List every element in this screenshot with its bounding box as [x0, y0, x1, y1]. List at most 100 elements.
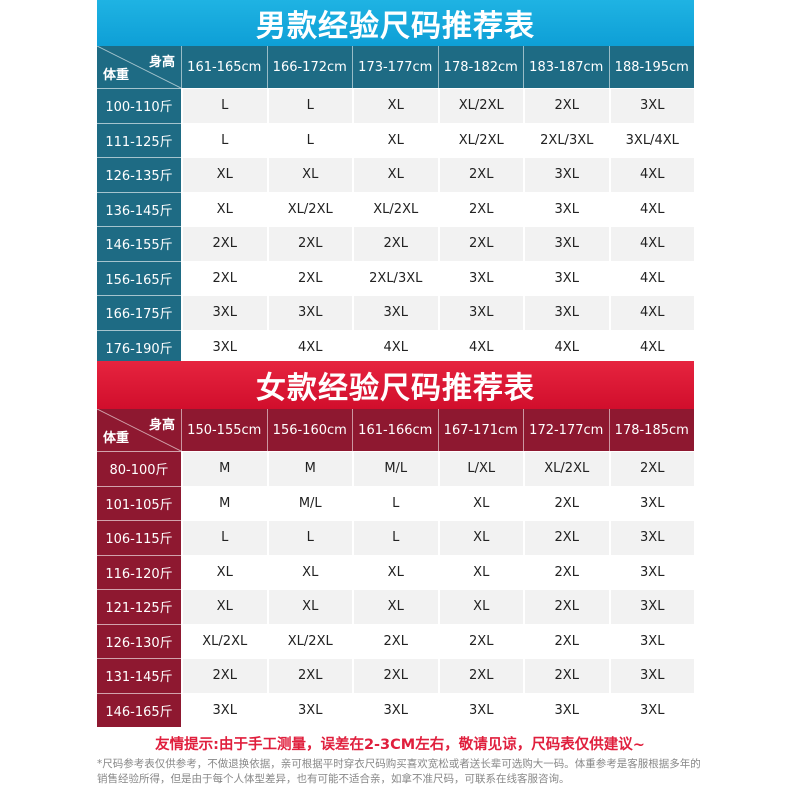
- table-row: 106-115斤 L L L XL 2XL 3XL: [97, 520, 694, 555]
- height-column-header: 172-177cm: [523, 409, 609, 451]
- weight-row-header: 100-110斤: [97, 88, 181, 123]
- table-row: 156-165斤 2XL 2XL 2XL/3XL 3XL 3XL 4XL: [97, 260, 694, 295]
- size-cell: XL: [181, 191, 267, 226]
- size-cell: 2XL/3XL: [352, 260, 438, 295]
- size-cell: 3XL: [608, 589, 694, 624]
- size-cell: 4XL: [608, 191, 694, 226]
- size-cell: 3XL: [352, 295, 438, 330]
- size-cell: 4XL: [608, 226, 694, 261]
- height-column-header: 167-171cm: [437, 409, 523, 451]
- table-row: 101-105斤 M M/L L XL 2XL 3XL: [97, 485, 694, 520]
- size-cell: 2XL: [523, 520, 609, 555]
- weight-row-header: 146-155斤: [97, 226, 181, 261]
- size-cell: 3XL: [266, 692, 352, 727]
- men-corner-header: 身高 体重: [97, 46, 181, 88]
- size-cell: 3XL: [523, 226, 609, 261]
- size-cell: 2XL: [523, 88, 609, 123]
- women-size-chart-title: 女款经验尺码推荐表: [97, 361, 694, 409]
- size-cell: 3XL: [523, 191, 609, 226]
- size-cell: L: [181, 88, 267, 123]
- size-cell: 3XL: [437, 692, 523, 727]
- size-cell: XL: [266, 589, 352, 624]
- size-cell: 2XL: [352, 226, 438, 261]
- women-header-row: 身高 体重 150-155cm 156-160cm 161-166cm 167-171…: [97, 409, 694, 451]
- size-cell: XL: [437, 520, 523, 555]
- height-column-header: 178-182cm: [437, 46, 523, 88]
- size-cell: 2XL: [523, 623, 609, 658]
- size-cell: 2XL: [266, 226, 352, 261]
- women-corner-header: 身高 体重: [97, 409, 181, 451]
- size-cell: XL: [437, 554, 523, 589]
- size-cell: XL: [266, 157, 352, 192]
- size-cell: XL/2XL: [266, 623, 352, 658]
- size-cell: 3XL: [437, 260, 523, 295]
- table-row: 111-125斤 L L XL XL/2XL 2XL/3XL 3XL/4XL: [97, 122, 694, 157]
- table-row: 176-190斤 3XL 4XL 4XL 4XL 4XL 4XL: [97, 329, 694, 364]
- weight-row-header: 116-120斤: [97, 554, 181, 589]
- size-cell: 2XL: [352, 623, 438, 658]
- table-row: 146-165斤 3XL 3XL 3XL 3XL 3XL 3XL: [97, 692, 694, 727]
- size-cell: 3XL: [608, 623, 694, 658]
- size-cell: 3XL: [181, 329, 267, 364]
- measurement-tip: 友情提示:由于手工测量，误差在2-3CM左右，敬请见谅，尺码表仅供建议~: [155, 737, 645, 753]
- weight-row-header: 126-135斤: [97, 157, 181, 192]
- weight-row-header: 146-165斤: [97, 692, 181, 727]
- table-row: 131-145斤 2XL 2XL 2XL 2XL 2XL 3XL: [97, 658, 694, 693]
- table-row: 100-110斤 L L XL XL/2XL 2XL 3XL: [97, 88, 694, 123]
- size-cell: M/L: [266, 485, 352, 520]
- table-row: 126-130斤 XL/2XL XL/2XL 2XL 2XL 2XL 3XL: [97, 623, 694, 658]
- size-cell: XL/2XL: [437, 122, 523, 157]
- size-cell: 3XL: [608, 485, 694, 520]
- size-cell: XL: [181, 589, 267, 624]
- size-cell: 4XL: [437, 329, 523, 364]
- size-cell: 2XL: [437, 658, 523, 693]
- size-cell: 3XL: [352, 692, 438, 727]
- size-cell: 3XL/4XL: [608, 122, 694, 157]
- size-cell: 2XL: [437, 623, 523, 658]
- size-cell: 4XL: [608, 157, 694, 192]
- size-cell: M: [181, 451, 267, 486]
- size-cell: L: [266, 520, 352, 555]
- diagonal-divider: [97, 409, 181, 451]
- size-cell: L: [266, 88, 352, 123]
- height-column-header: 178-185cm: [608, 409, 694, 451]
- men-header-row: 身高 体重 161-165cm 166-172cm 173-177cm 178-182…: [97, 46, 694, 88]
- height-column-header: 150-155cm: [181, 409, 267, 451]
- men-size-chart-title: 男款经验尺码推荐表: [97, 0, 694, 46]
- size-cell: 2XL: [608, 451, 694, 486]
- size-cell: XL/2XL: [352, 191, 438, 226]
- table-row: 116-120斤 XL XL XL XL 2XL 3XL: [97, 554, 694, 589]
- height-column-header: 161-166cm: [352, 409, 438, 451]
- weight-row-header: 131-145斤: [97, 658, 181, 693]
- weight-row-header: 111-125斤: [97, 122, 181, 157]
- size-cell: L/XL: [437, 451, 523, 486]
- height-header-label: 身高: [148, 55, 175, 70]
- size-cell: 3XL: [181, 692, 267, 727]
- size-cell: XL: [352, 589, 438, 624]
- size-disclaimer-note: *尺码参考表仅供参考，不做退换依据，亲可根据平时穿衣尺码购买喜欢宽松或者送长辈可…: [97, 758, 701, 785]
- diagonal-divider: [97, 46, 181, 88]
- size-cell: 4XL: [608, 329, 694, 364]
- weight-row-header: 176-190斤: [97, 329, 181, 364]
- height-column-header: 156-160cm: [266, 409, 352, 451]
- height-column-header: 188-195cm: [608, 46, 694, 88]
- size-cell: 3XL: [523, 260, 609, 295]
- size-cell: XL: [352, 122, 438, 157]
- size-cell: XL: [437, 485, 523, 520]
- height-column-header: 161-165cm: [181, 46, 267, 88]
- height-column-header: 166-172cm: [266, 46, 352, 88]
- weight-row-header: 106-115斤: [97, 520, 181, 555]
- size-cell: XL: [266, 554, 352, 589]
- height-column-header: 183-187cm: [523, 46, 609, 88]
- size-cell: 3XL: [608, 520, 694, 555]
- size-cell: 4XL: [352, 329, 438, 364]
- size-cell: XL: [181, 554, 267, 589]
- weight-row-header: 121-125斤: [97, 589, 181, 624]
- size-cell: 2XL: [523, 485, 609, 520]
- size-cell: M/L: [352, 451, 438, 486]
- size-cell: 2XL: [437, 191, 523, 226]
- size-cell: 4XL: [608, 295, 694, 330]
- size-cell: 2XL: [437, 157, 523, 192]
- size-cell: L: [352, 520, 438, 555]
- size-cell: XL/2XL: [181, 623, 267, 658]
